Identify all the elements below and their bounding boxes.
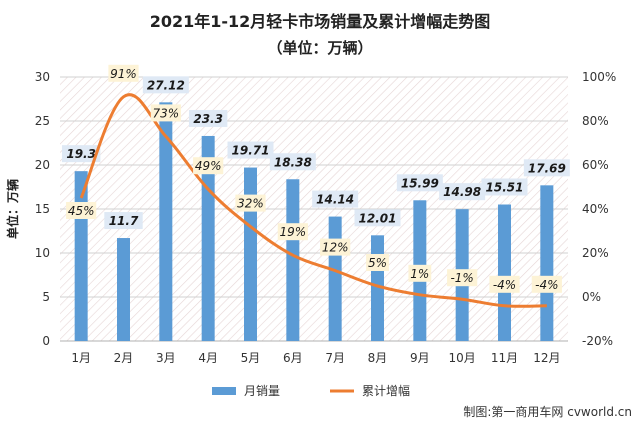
x-tick-label: 4月 [198,351,218,365]
right-tick-label: 100% [582,70,616,84]
line-data-label: 45% [68,204,95,218]
left-tick-label: 10 [35,246,50,260]
right-axis-ticks: -20% 0% 20% 40% 60% 80% 100% [582,70,616,348]
bar-data-label: 14.14 [316,193,354,207]
bar-data-label: 15.99 [401,176,439,190]
line-series [79,93,547,308]
bar [244,167,257,341]
bar-data-label: 14.98 [443,185,481,199]
bar-label-box [188,109,228,127]
y-axis-label: 单位：万辆 [5,179,20,239]
left-tick-label: 20 [35,158,50,172]
left-tick-label: 15 [35,202,50,216]
bar-label-box [481,178,528,196]
bar-data-label: 18.38 [274,155,312,169]
bar-label-box [269,153,316,171]
line-label-box [150,104,181,122]
line-data-label: -1% [450,271,473,285]
bar-data-label: 15.51 [486,181,524,195]
line-label-box [447,269,478,287]
line-label-box [320,238,351,256]
line-data-label: -4% [535,278,558,292]
bar-data-label: 11.7 [109,214,139,228]
x-tick-label: 1月 [71,351,91,365]
right-tick-label: 40% [582,202,609,216]
line-data-label: 19% [279,225,306,239]
left-tick-label: 30 [35,70,50,84]
bar [498,204,511,341]
bar-data-labels: 19.3 11.7 27.12 23.3 19.71 18.38 14.14 12.01 15.… [61,76,570,230]
legend-swatch-bar [212,387,236,395]
line-label-box [277,223,308,241]
bar [286,179,300,341]
line-data-label: -4% [493,278,516,292]
bar-data-label: 23.3 [193,112,223,126]
right-tick-label: 60% [582,158,609,172]
bar-label-box [396,174,443,192]
bar-label-box [312,190,359,208]
bar-label-box [61,145,101,163]
left-tick-label: 25 [35,114,50,128]
x-axis-ticks: 1月 2月 3月 4月 5月 6月 7月 8月 9月 10月 11月 12月 [71,351,560,365]
left-axis-ticks: 0 5 10 15 20 25 30 [35,70,50,348]
bar-label-box [439,183,486,201]
x-tick-label: 3月 [156,351,176,365]
x-tick-label: 7月 [325,351,345,365]
line-data-labels: 45% 91% 73% 49% 32% 19% 12% 5% 1% -1% -4% -4% [66,64,562,293]
line-label-box [531,275,562,293]
line-label-box [108,64,139,82]
left-tick-label: 0 [42,334,50,348]
source-credit: 制图:第一商用车网 cvworld.cn [463,404,632,419]
legend: 月销量 累计增幅 [212,383,410,398]
bar-label-box [227,141,274,159]
bar-label-box [142,76,189,94]
right-tick-label: 20% [582,246,609,260]
right-tick-label: -20% [582,334,613,348]
x-tick-label: 12月 [533,351,560,365]
left-tick-label: 5 [42,290,50,304]
chart-subtitle: （单位：万辆） [267,39,372,57]
chart-title: 2021年1-12月轻卡市场销量及累计增幅走势图 [150,12,491,31]
x-tick-label: 6月 [283,351,303,365]
gridlines [60,76,568,342]
bar-label-box [104,212,143,230]
line-label-box [235,194,266,212]
x-tick-label: 8月 [368,351,388,365]
line-label-box [66,202,97,219]
x-tick-label: 11月 [491,351,518,365]
line-data-label: 1% [410,267,429,281]
x-tick-label: 9月 [410,351,430,365]
line-label-box [366,254,389,271]
bar [159,102,173,342]
bar-label-box [354,209,401,227]
legend-label-bar: 月销量 [244,384,280,398]
line-label-box [193,157,224,175]
legend-label-line: 累计增幅 [362,383,410,398]
x-tick-label: 10月 [449,351,476,365]
bar [328,216,342,341]
x-tick-label: 5月 [241,351,261,365]
bar-label-box [523,159,570,177]
bar-data-label: 19.3 [66,147,96,161]
bar-data-label: 27.12 [147,78,185,92]
right-tick-label: 80% [582,114,609,128]
bar-data-label: 19.71 [232,144,270,158]
right-tick-label: 0% [582,290,601,304]
line-data-label: 49% [195,159,222,173]
cumulative-growth-line [79,93,547,308]
x-tick-label: 2月 [114,351,134,365]
line-data-label: 91% [110,67,137,81]
bar [540,185,554,341]
bar [117,238,130,341]
bar-data-label: 17.69 [528,161,566,175]
bar-data-label: 12.01 [359,211,397,225]
line-data-label: 5% [368,256,387,270]
line-label-box [489,275,520,293]
line-data-label: 12% [322,241,349,255]
line-data-label: 73% [152,106,179,120]
line-data-label: 32% [237,197,264,211]
line-label-box [408,264,432,282]
